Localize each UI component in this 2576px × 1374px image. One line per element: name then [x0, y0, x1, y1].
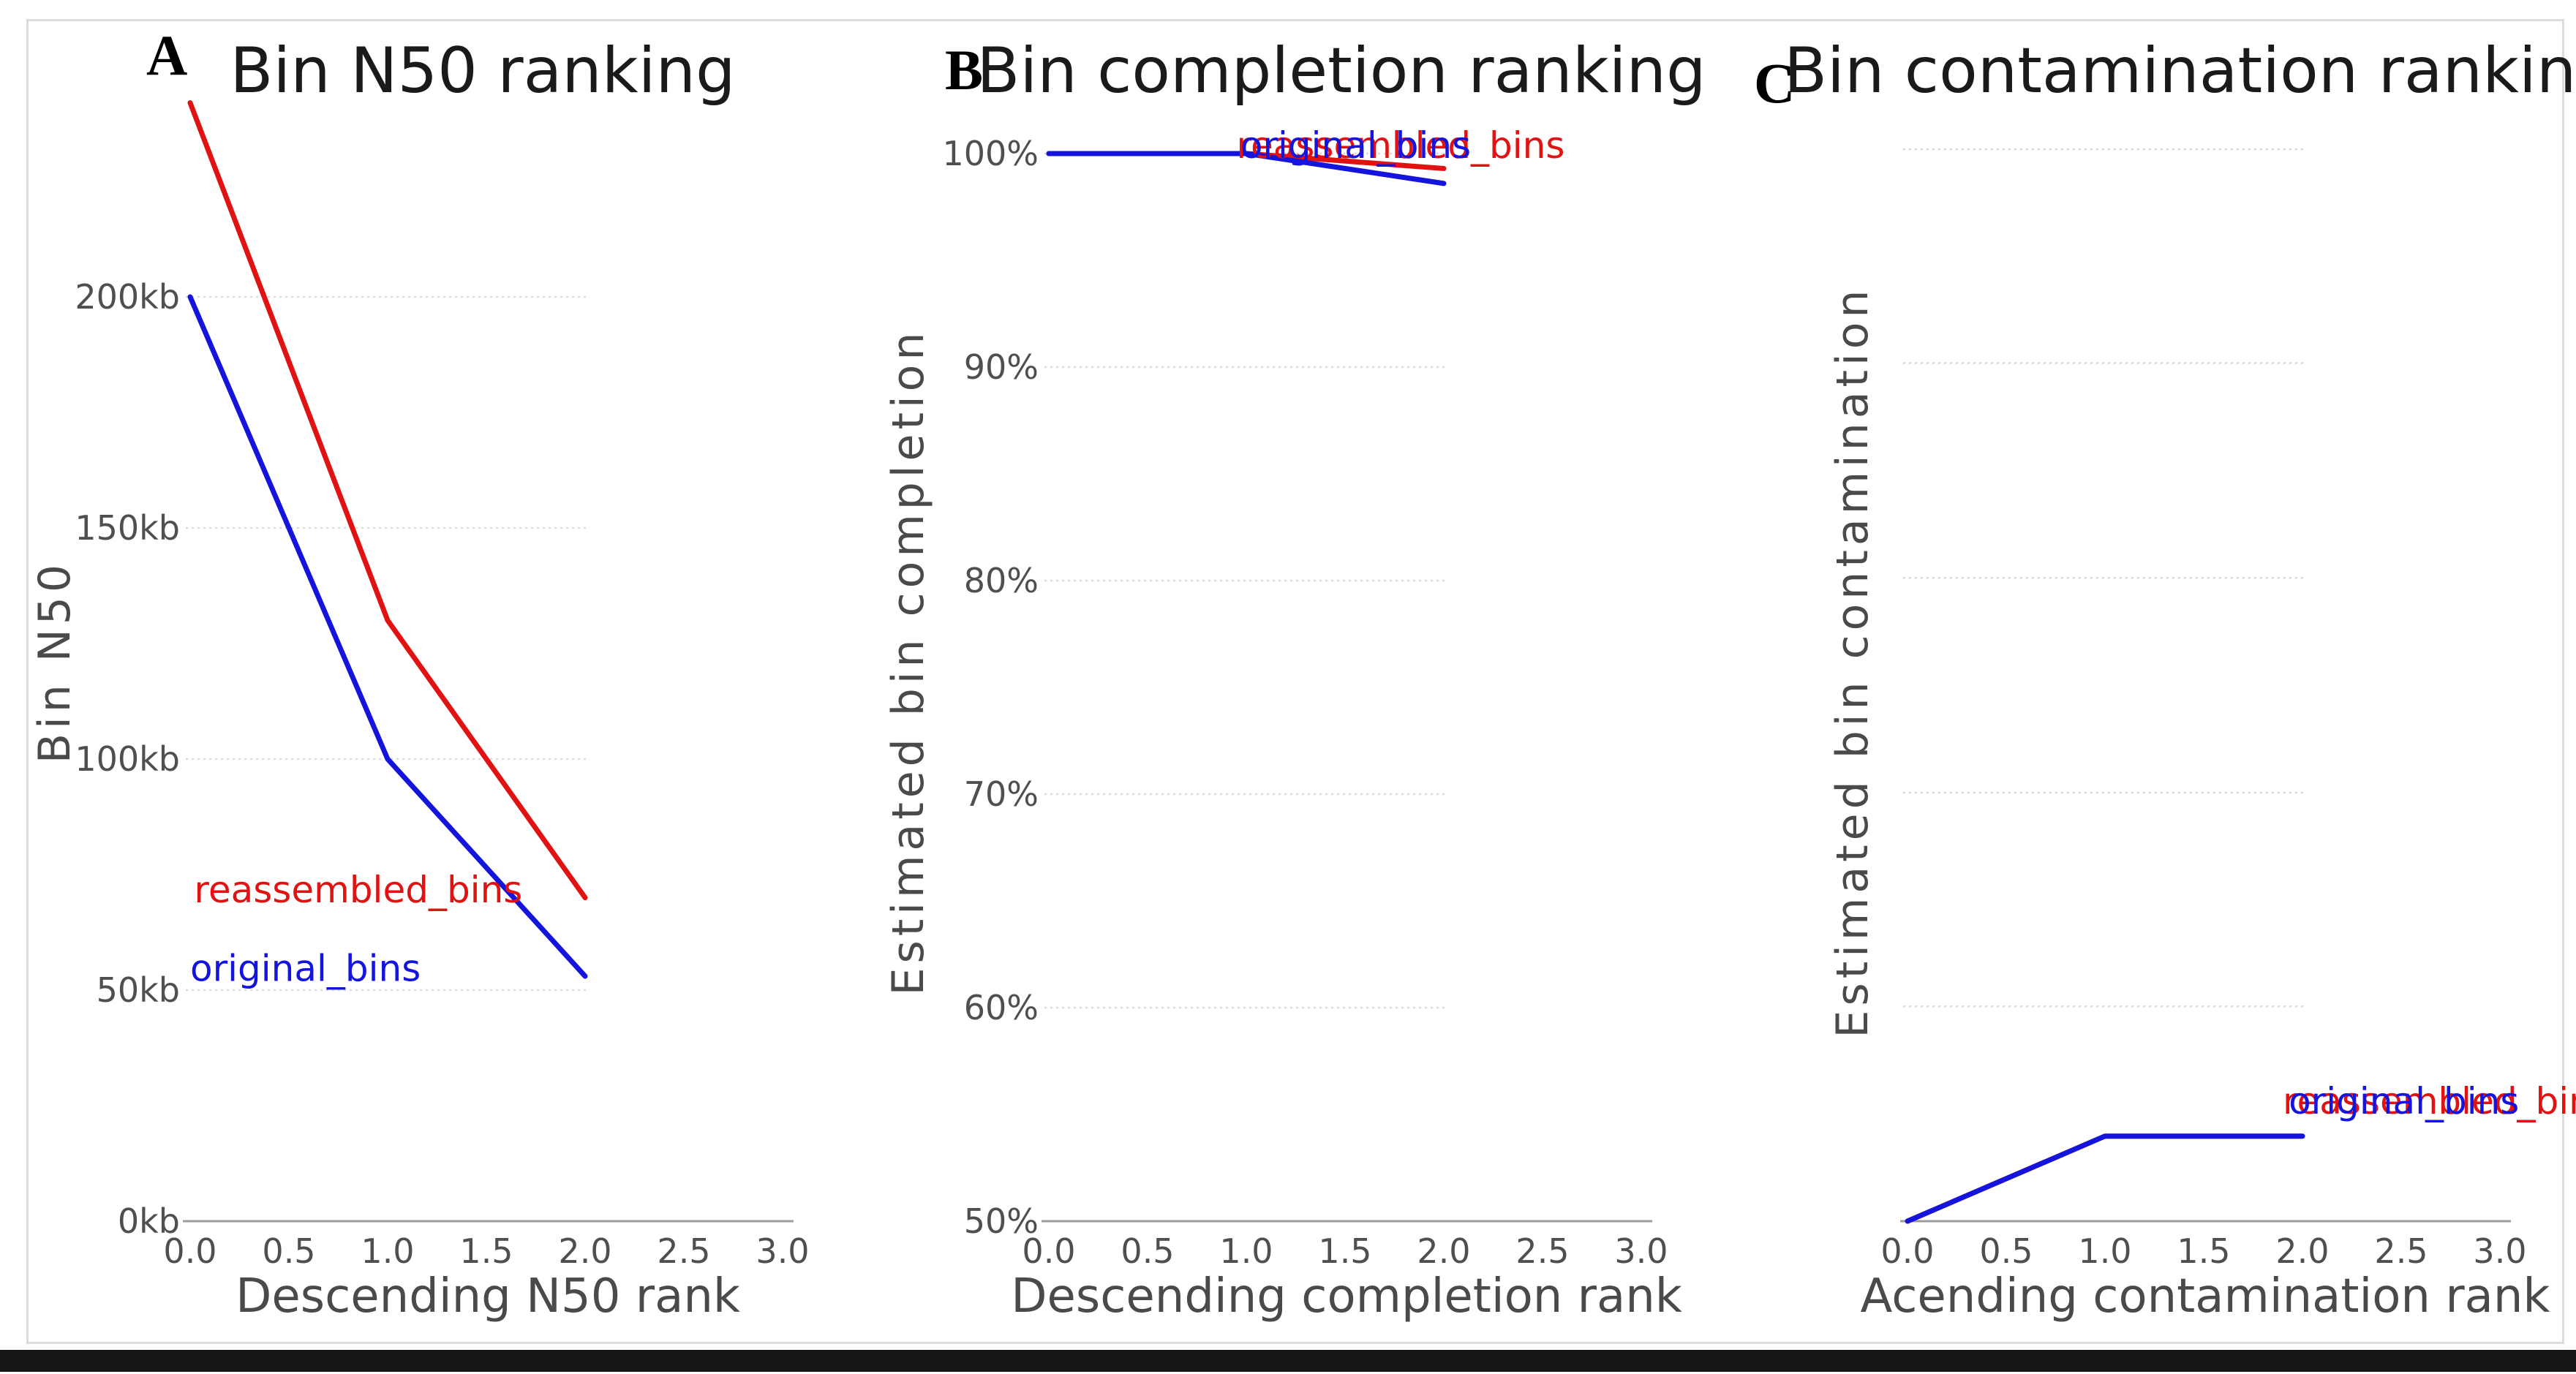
x-tick-label-b-2.5: 2.5: [1515, 1231, 1569, 1271]
series-line-original_bins: [187, 294, 588, 979]
x-axis-label-a: Descending N50 rank: [236, 1269, 740, 1324]
bottom-rule: [0, 1350, 2576, 1372]
y-tick-label-b-50%: 50%: [964, 1201, 1039, 1241]
panel-letter-C: C: [1754, 51, 1795, 115]
x-tick-label-c-1.0: 1.0: [2078, 1231, 2131, 1271]
series-line-reassembled_bins: [187, 100, 588, 901]
x-tick-label-c-0.0: 0.0: [1880, 1231, 1934, 1271]
x-tick-label-c-2.5: 2.5: [2374, 1231, 2428, 1271]
y-tick-label-b-60%: 60%: [964, 988, 1039, 1027]
series-label-c-reassembled_bins: reassembled_bins: [2283, 1080, 2576, 1122]
series-label-c-original_bins: original_bins: [2289, 1080, 2519, 1122]
series-label-a-original_bins: original_bins: [190, 947, 421, 989]
x-tick-label-a-3.0: 3.0: [756, 1231, 809, 1271]
y-tick-label-b-90%: 90%: [964, 347, 1039, 387]
panel-title-a: Bin N50 ranking: [230, 34, 735, 107]
x-tick-label-b-1.5: 1.5: [1318, 1231, 1371, 1271]
x-tick-label-b-2.0: 2.0: [1417, 1231, 1470, 1271]
y-tick-label-a-200kb: 200kb: [75, 277, 180, 317]
series-label-a-reassembled_bins: reassembled_bins: [194, 869, 522, 911]
y-tick-label-b-100%: 100%: [942, 134, 1039, 173]
x-axis-label-c: Acending contamination rank: [1861, 1269, 2550, 1324]
x-tick-label-a-1.0: 1.0: [361, 1231, 414, 1271]
series-line-reassembled_bins: [1905, 1133, 2305, 1224]
x-tick-label-b-0.0: 0.0: [1022, 1231, 1075, 1271]
x-tick-label-a-2.5: 2.5: [657, 1231, 710, 1271]
series-label-b-original_bins: original_bins: [1240, 124, 1471, 167]
panel-letter-A: A: [146, 23, 187, 87]
y-tick-label-a-50kb: 50kb: [97, 970, 180, 1010]
panel-letter-B: B: [945, 38, 983, 102]
y-axis-label-c: Estimated bin contamination: [1827, 286, 1878, 1038]
y-axis-label-a: Bin N50: [29, 560, 80, 763]
x-tick-label-a-2.0: 2.0: [558, 1231, 611, 1271]
series-line-original_bins: [1905, 1133, 2305, 1224]
x-tick-label-b-0.5: 0.5: [1121, 1231, 1174, 1271]
x-tick-label-c-1.5: 1.5: [2177, 1231, 2230, 1271]
x-tick-label-a-1.5: 1.5: [459, 1231, 513, 1271]
x-tick-label-b-3.0: 3.0: [1614, 1231, 1668, 1271]
x-tick-label-a-0.0: 0.0: [163, 1231, 216, 1271]
y-axis-label-b: Estimated bin completion: [883, 328, 934, 996]
series-line-original_bins: [1046, 151, 1447, 186]
x-tick-label-c-0.5: 0.5: [1979, 1231, 2033, 1271]
x-tick-label-b-1.0: 1.0: [1219, 1231, 1273, 1271]
panel-bin-n50-ranking: reassembled_bins original_bins 0kb 50kb 100k…: [29, 23, 810, 1324]
panel-title-b: Bin completion ranking: [976, 34, 1706, 107]
y-tick-label-a-0kb: 0kb: [118, 1201, 180, 1241]
x-tick-label-c-3.0: 3.0: [2473, 1231, 2526, 1271]
x-tick-label-c-2.0: 2.0: [2275, 1231, 2329, 1271]
series-label-b-reassembled_bins: reassembled_bins: [1237, 124, 1565, 167]
y-tick-label-b-80%: 80%: [964, 561, 1039, 600]
y-tick-label-a-100kb: 100kb: [75, 739, 180, 779]
x-axis-label-b: Descending completion rank: [1011, 1269, 1682, 1324]
y-tick-label-b-70%: 70%: [964, 774, 1039, 814]
panel-title-c: Bin contamination ranking: [1784, 34, 2576, 107]
x-tick-label-a-0.5: 0.5: [262, 1231, 315, 1271]
y-tick-label-a-150kb: 150kb: [75, 508, 180, 548]
